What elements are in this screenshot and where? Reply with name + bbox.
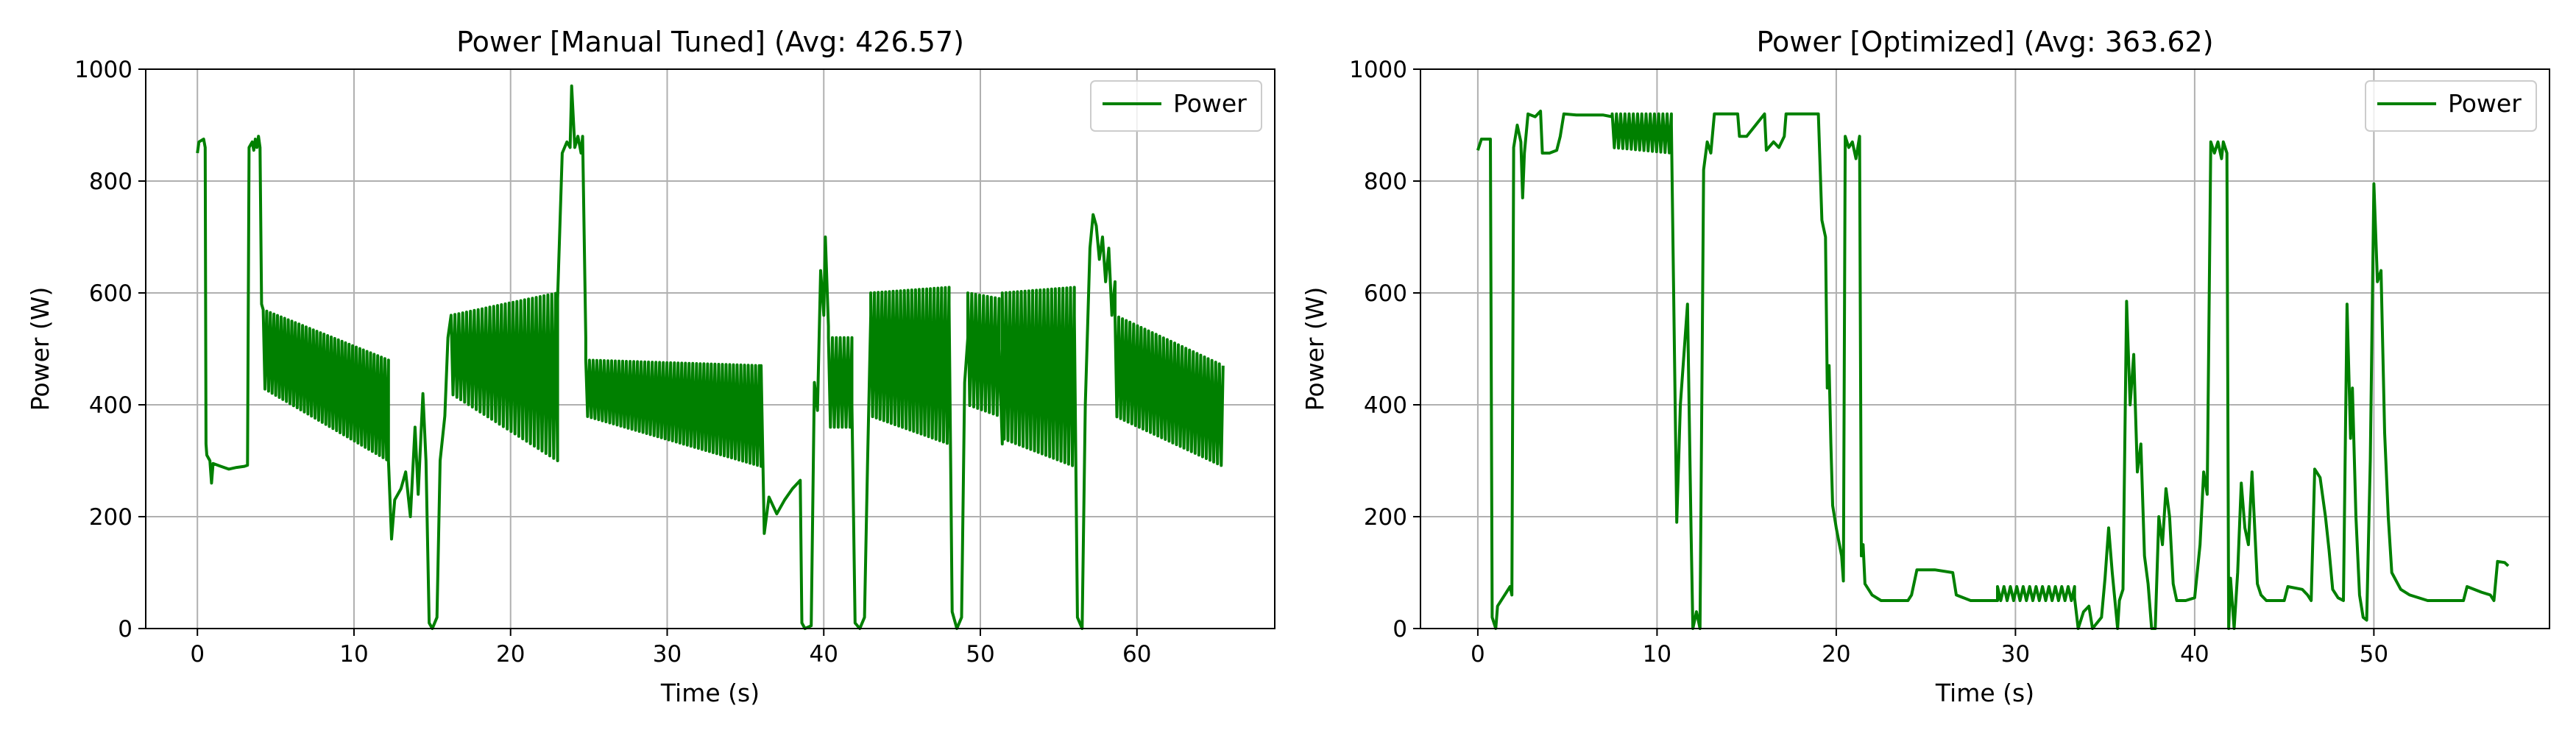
legend: Power bbox=[2366, 81, 2536, 131]
y-axis-label: Power (W) bbox=[26, 287, 54, 411]
y-tick-label: 1000 bbox=[1349, 57, 1407, 83]
x-tick-label: 10 bbox=[1643, 641, 1671, 668]
x-tick-label: 60 bbox=[1122, 641, 1151, 668]
y-tick-label: 0 bbox=[118, 616, 132, 643]
y-tick-label: 800 bbox=[89, 169, 132, 195]
y-tick-label: 400 bbox=[1364, 392, 1407, 419]
x-tick-label: 20 bbox=[1822, 641, 1850, 668]
x-axis-label: Time (s) bbox=[1935, 679, 2034, 707]
x-tick-label: 30 bbox=[2001, 641, 2030, 668]
x-tick-label: 0 bbox=[1471, 641, 1485, 668]
y-tick-label: 0 bbox=[1393, 616, 1407, 643]
y-tick-label: 200 bbox=[89, 504, 132, 531]
y-tick-label: 200 bbox=[1364, 504, 1407, 531]
x-tick-label: 40 bbox=[2180, 641, 2209, 668]
x-tick-label: 40 bbox=[810, 641, 838, 668]
legend-label: Power bbox=[2448, 89, 2522, 118]
y-tick-label: 600 bbox=[1364, 280, 1407, 307]
y-tick-label: 800 bbox=[1364, 169, 1407, 195]
x-axis-label: Time (s) bbox=[660, 679, 760, 707]
x-tick-label: 0 bbox=[190, 641, 205, 668]
x-tick-label: 20 bbox=[496, 641, 525, 668]
chart-title: Power [Optimized] (Avg: 363.62) bbox=[1756, 26, 2213, 58]
chart-title: Power [Manual Tuned] (Avg: 426.57) bbox=[456, 26, 964, 58]
x-tick-label: 10 bbox=[339, 641, 368, 668]
y-tick-label: 400 bbox=[89, 392, 132, 419]
y-tick-label: 1000 bbox=[74, 57, 132, 83]
x-tick-label: 30 bbox=[653, 641, 682, 668]
x-tick-label: 50 bbox=[2360, 641, 2388, 668]
x-tick-label: 50 bbox=[966, 641, 994, 668]
legend: Power bbox=[1091, 81, 1262, 131]
y-tick-label: 600 bbox=[89, 280, 132, 307]
y-axis-label: Power (W) bbox=[1301, 287, 1329, 411]
legend-label: Power bbox=[1173, 89, 1247, 118]
